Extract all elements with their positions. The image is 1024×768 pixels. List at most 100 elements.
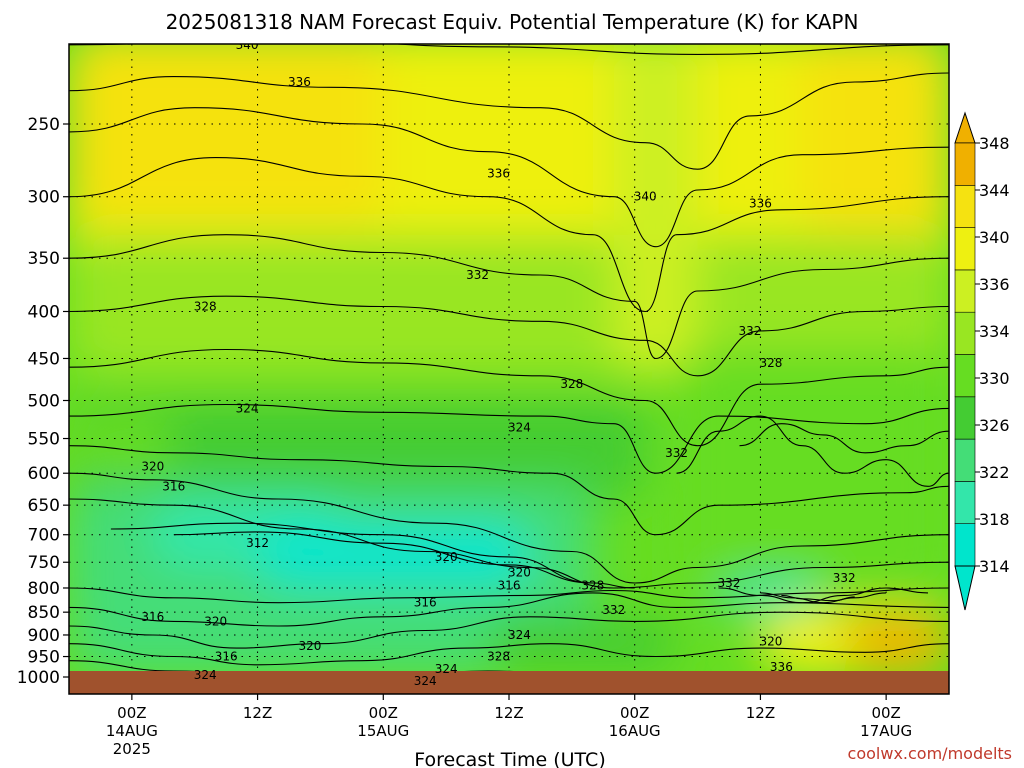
- y-tick-label: 400: [28, 302, 60, 322]
- colorbar-label: 322: [979, 463, 1010, 482]
- contour-line: [69, 445, 949, 536]
- field-region: [676, 349, 949, 603]
- contour-lines: [69, 44, 949, 678]
- contour-label: 328: [581, 578, 604, 592]
- credit-text: coolwx.com/modelts: [848, 744, 1012, 763]
- y-tick-label: 750: [28, 553, 60, 573]
- x-tick-label: 00Z: [871, 704, 900, 722]
- y-tick-label: 650: [28, 496, 60, 516]
- colorbar-swatch: [954, 311, 976, 355]
- y-tick-label: 350: [28, 249, 60, 269]
- contour-label: 320: [141, 460, 164, 474]
- plot-area: 340 336 336 340 336 332 328 332 328 328 324 324 332 3…: [69, 38, 949, 694]
- contour-label: 340: [236, 38, 259, 52]
- x-tick-label: 00Z: [369, 704, 398, 722]
- y-tick-label: 850: [28, 603, 60, 623]
- x-tick-label: 12Z: [746, 704, 775, 722]
- y-tick-label: 300: [28, 188, 60, 208]
- contour-line: [69, 592, 949, 627]
- contour-label: 324: [508, 628, 531, 642]
- x-tick-label: 2025: [113, 740, 151, 758]
- contour-line: [69, 157, 949, 313]
- x-tick-label: 12Z: [243, 704, 272, 722]
- contour-line: [69, 348, 949, 447]
- colorbar-swatch: [954, 185, 976, 228]
- colorbar-swatch: [954, 227, 976, 271]
- contour-label: 324: [236, 401, 259, 415]
- contour-label: 332: [665, 446, 688, 460]
- field-region: [69, 44, 384, 223]
- contour-line: [69, 234, 949, 360]
- x-tick-label: 14AUG: [106, 722, 158, 740]
- y-tick-label: 800: [28, 579, 60, 599]
- contour-line: [69, 611, 949, 649]
- x-tick-label: 15AUG: [357, 722, 409, 740]
- contour-line: [676, 415, 949, 487]
- y-tick-label: 700: [28, 526, 60, 546]
- field-region: [383, 44, 803, 197]
- x-axis-label: Forecast Time (UTC): [414, 749, 605, 768]
- contour-line: [69, 44, 949, 55]
- colorbar-label: 348: [979, 134, 1010, 153]
- colorbar-label: 330: [979, 369, 1010, 388]
- contour-label: 320: [298, 639, 321, 653]
- field-region: [844, 616, 949, 669]
- colorbar-label: 314: [979, 557, 1010, 576]
- contour-line: [173, 531, 593, 584]
- chart-title: 2025081318 NAM Forecast Equiv. Potential…: [166, 10, 859, 34]
- contour-label: 340: [634, 190, 657, 204]
- contour-label: 316: [215, 650, 238, 664]
- colorbar-label: 326: [979, 416, 1010, 435]
- contour-line: [739, 423, 949, 454]
- ground-below-surface: [69, 671, 949, 694]
- contour-label: 336: [288, 75, 311, 89]
- y-tick-label: 250: [28, 115, 60, 135]
- contour-label: 332: [602, 603, 625, 617]
- field-region: [802, 44, 949, 235]
- contour-label: 336: [749, 196, 772, 210]
- colorbar-label: 340: [979, 228, 1010, 247]
- contour-line: [781, 594, 855, 602]
- field-region: [69, 234, 949, 376]
- contour-label: 320: [508, 566, 531, 580]
- y-tick-label: 450: [28, 349, 60, 369]
- field-region: [69, 400, 646, 499]
- contour-line: [69, 107, 949, 248]
- y-tick-label: 1000: [17, 668, 60, 688]
- contour-label: 316: [498, 578, 521, 592]
- contour-line: [69, 643, 949, 666]
- y-tick-label: 500: [28, 392, 60, 412]
- colorbar-label: 344: [979, 181, 1010, 200]
- colorbar-label: 334: [979, 322, 1010, 341]
- contour-label: 328: [560, 377, 583, 391]
- contour-label: 316: [141, 610, 164, 624]
- contour-label: 328: [487, 650, 510, 664]
- colorbar-swatch: [954, 523, 976, 567]
- field-region: [257, 523, 530, 588]
- contour-line: [69, 295, 949, 377]
- contour-label: 324: [194, 668, 217, 682]
- contour-label: 332: [466, 268, 489, 282]
- contour-label: 324: [435, 662, 458, 676]
- field-region: [488, 616, 677, 669]
- contour-label: 332: [718, 576, 741, 590]
- x-tick-label: 00Z: [117, 704, 146, 722]
- y-tick-label: 600: [28, 464, 60, 484]
- x-tick-label: 00Z: [620, 704, 649, 722]
- contour-label: 328: [194, 299, 217, 313]
- colorbar-extend-bottom: [954, 565, 976, 611]
- contour-label: 320: [435, 550, 458, 564]
- colorbar: 314 318 322 326 330 334 336 340 344 348: [954, 111, 1010, 611]
- colorbar-label: 318: [979, 510, 1010, 529]
- colorbar-swatch: [954, 396, 976, 440]
- contour-label: 324: [508, 420, 531, 434]
- y-tick-label: 950: [28, 648, 60, 668]
- colorbar-swatch: [954, 269, 976, 313]
- colorbar-swatch: [954, 142, 976, 186]
- contour-label: 336: [770, 660, 793, 674]
- colorbar-extend-top: [954, 111, 976, 144]
- contour-label: 312: [246, 536, 269, 550]
- y-tick-label: 550: [28, 430, 60, 450]
- x-tick-label: 16AUG: [609, 722, 661, 740]
